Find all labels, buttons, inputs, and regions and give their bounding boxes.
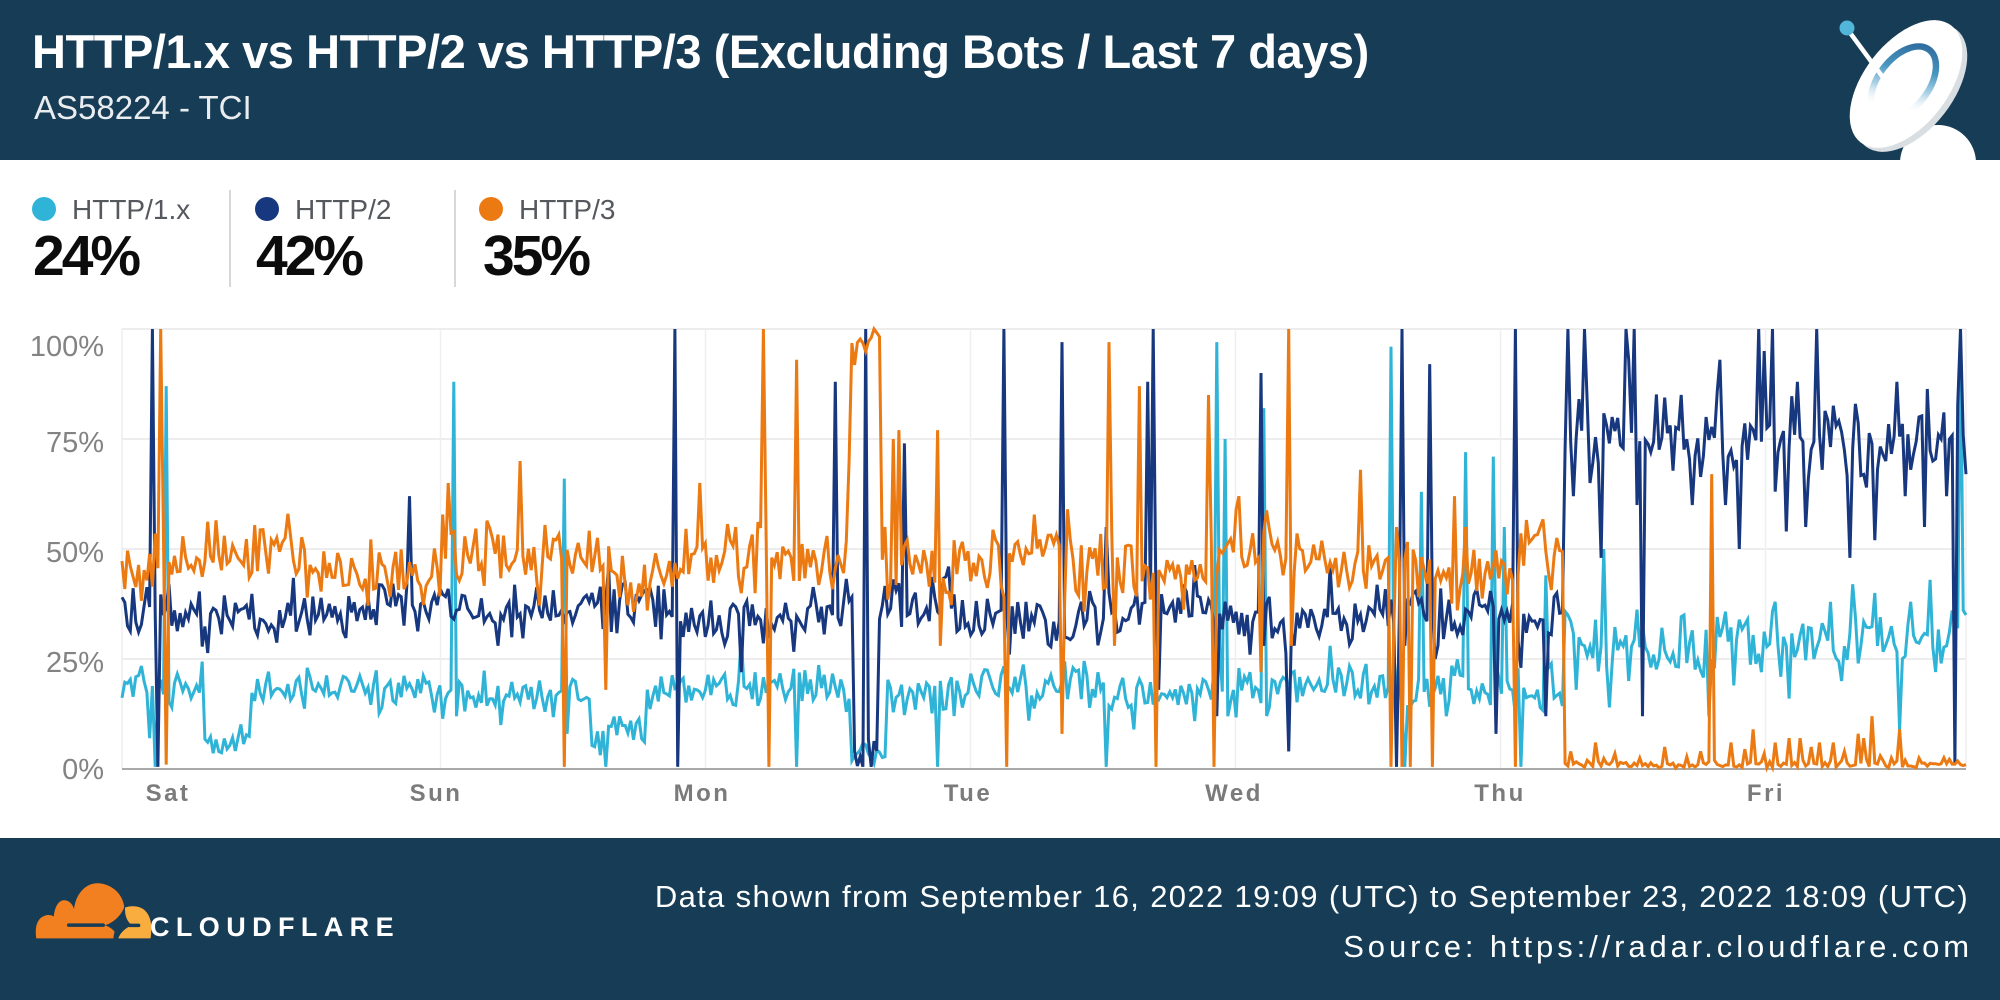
svg-text:Mon: Mon [674, 780, 731, 807]
svg-text:Tue: Tue [944, 780, 992, 807]
svg-text:Wed: Wed [1205, 780, 1263, 807]
svg-text:25%: 25% [46, 647, 104, 679]
svg-text:Sat: Sat [146, 780, 191, 807]
svg-text:0%: 0% [62, 754, 104, 786]
svg-text:75%: 75% [46, 427, 104, 459]
svg-text:100%: 100% [30, 331, 104, 363]
svg-text:50%: 50% [46, 537, 104, 569]
svg-text:Sun: Sun [410, 780, 463, 807]
svg-text:Thu: Thu [1474, 780, 1525, 807]
svg-text:Fri: Fri [1747, 780, 1785, 807]
